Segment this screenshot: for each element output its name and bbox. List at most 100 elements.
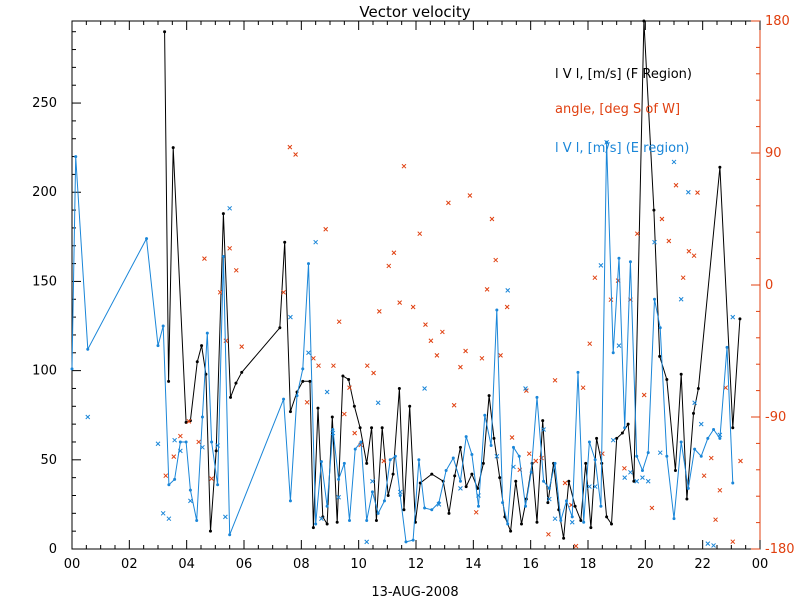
e-region-extra-marker <box>523 386 528 391</box>
angle-marker <box>701 473 707 479</box>
angle-marker <box>391 250 397 256</box>
angle-marker <box>386 263 392 269</box>
angle-marker <box>580 385 586 391</box>
f-region-point <box>652 208 656 212</box>
e-region-extra-marker <box>604 139 609 145</box>
angle-marker <box>331 363 336 369</box>
angle-marker <box>163 473 169 479</box>
f-region-point <box>330 415 334 419</box>
e-region-extra-marker <box>730 314 736 320</box>
e-region-extra-marker <box>476 493 481 498</box>
angle-marker <box>381 458 387 464</box>
y-left-tick-label: 200 <box>32 185 57 200</box>
f-region-point <box>195 360 199 364</box>
f-region-point <box>391 472 395 476</box>
angle-marker <box>311 355 316 361</box>
e-region-extra-marker <box>227 205 233 211</box>
angle-marker <box>713 517 718 523</box>
angle-marker <box>599 451 605 457</box>
x-tick-label: 10 <box>350 557 367 572</box>
e-region-extra-marker <box>671 159 677 165</box>
f-region-point <box>615 436 619 440</box>
e-region-point <box>382 499 386 503</box>
e-region-point <box>74 155 78 159</box>
angle-marker <box>634 231 640 237</box>
angle-marker <box>562 480 568 486</box>
e-region-point <box>370 490 374 494</box>
angle-marker <box>587 341 593 347</box>
e-region-point <box>398 493 402 497</box>
f-region-point <box>458 445 462 449</box>
e-region-point <box>672 517 676 521</box>
angle-marker <box>479 355 485 361</box>
x-tick-label: 20 <box>637 557 654 572</box>
f-region-point <box>341 374 345 378</box>
angle-marker <box>717 487 723 493</box>
angle-marker <box>649 505 655 511</box>
e-region-extra-marker <box>552 516 558 522</box>
e-region-extra-marker <box>685 189 691 195</box>
e-region-extra-marker <box>288 314 293 320</box>
angle-marker <box>304 399 310 405</box>
e-region-extra-marker <box>640 475 645 481</box>
e-region-point <box>205 331 209 335</box>
angle-marker <box>666 238 672 244</box>
e-region-point <box>718 436 722 440</box>
e-region-extra-marker <box>166 516 172 522</box>
angle-marker <box>659 216 665 222</box>
e-region-extra-marker <box>155 441 161 447</box>
f-region-point <box>476 486 480 490</box>
e-region-extra-marker <box>324 389 330 395</box>
angle-marker <box>202 256 207 261</box>
e-region-point <box>195 518 199 522</box>
e-region-point <box>535 395 539 399</box>
f-region-point <box>595 436 599 440</box>
f-region-point <box>658 354 662 358</box>
angle-marker <box>509 435 515 440</box>
angle-marker <box>428 338 434 344</box>
e-region-extra-marker <box>397 489 403 495</box>
y-left-tick-label: 50 <box>40 453 57 468</box>
e-region-extra-marker <box>511 464 516 470</box>
angle-marker <box>463 348 468 354</box>
f-region-point <box>492 436 496 440</box>
f-region-point <box>214 449 218 453</box>
angle-marker <box>217 289 223 295</box>
x-tick-label: 08 <box>293 557 310 572</box>
series-layer <box>70 19 743 549</box>
e-region-point <box>210 440 214 444</box>
e-region-point <box>188 488 192 492</box>
angle-marker <box>410 304 416 310</box>
f-region-point <box>605 515 609 519</box>
e-region-point <box>542 479 546 483</box>
angle-marker <box>233 267 239 273</box>
e-region-point <box>228 533 232 537</box>
f-region-point <box>584 461 588 465</box>
e-region-point <box>623 426 627 430</box>
legend-f-region: l V l, [m/s] (F Region) <box>555 67 692 82</box>
e-region-point <box>611 351 615 355</box>
f-region-point <box>316 406 320 410</box>
angle-marker <box>293 152 298 157</box>
f-region-point <box>402 508 406 512</box>
f-region-point <box>573 504 577 508</box>
e-region-point <box>423 506 427 510</box>
angle-marker <box>440 329 445 335</box>
f-region-point <box>579 518 583 522</box>
y-left-tick-label: 250 <box>32 96 57 111</box>
angle-marker <box>281 289 286 295</box>
y-left-tick-label: 100 <box>32 364 57 379</box>
e-region-point <box>693 447 697 451</box>
angle-marker <box>592 275 598 281</box>
e-region-extra-marker <box>657 450 663 456</box>
f-region-point <box>470 472 474 476</box>
e-region-extra-marker <box>587 484 592 489</box>
e-region-extra-marker <box>610 437 616 443</box>
e-region-point <box>393 454 397 458</box>
e-region-point <box>353 447 357 451</box>
f-region-point <box>718 165 722 169</box>
f-region-point <box>642 19 646 23</box>
angle-marker <box>227 245 233 251</box>
e-region-point <box>342 461 346 465</box>
e-region-point <box>483 413 487 417</box>
